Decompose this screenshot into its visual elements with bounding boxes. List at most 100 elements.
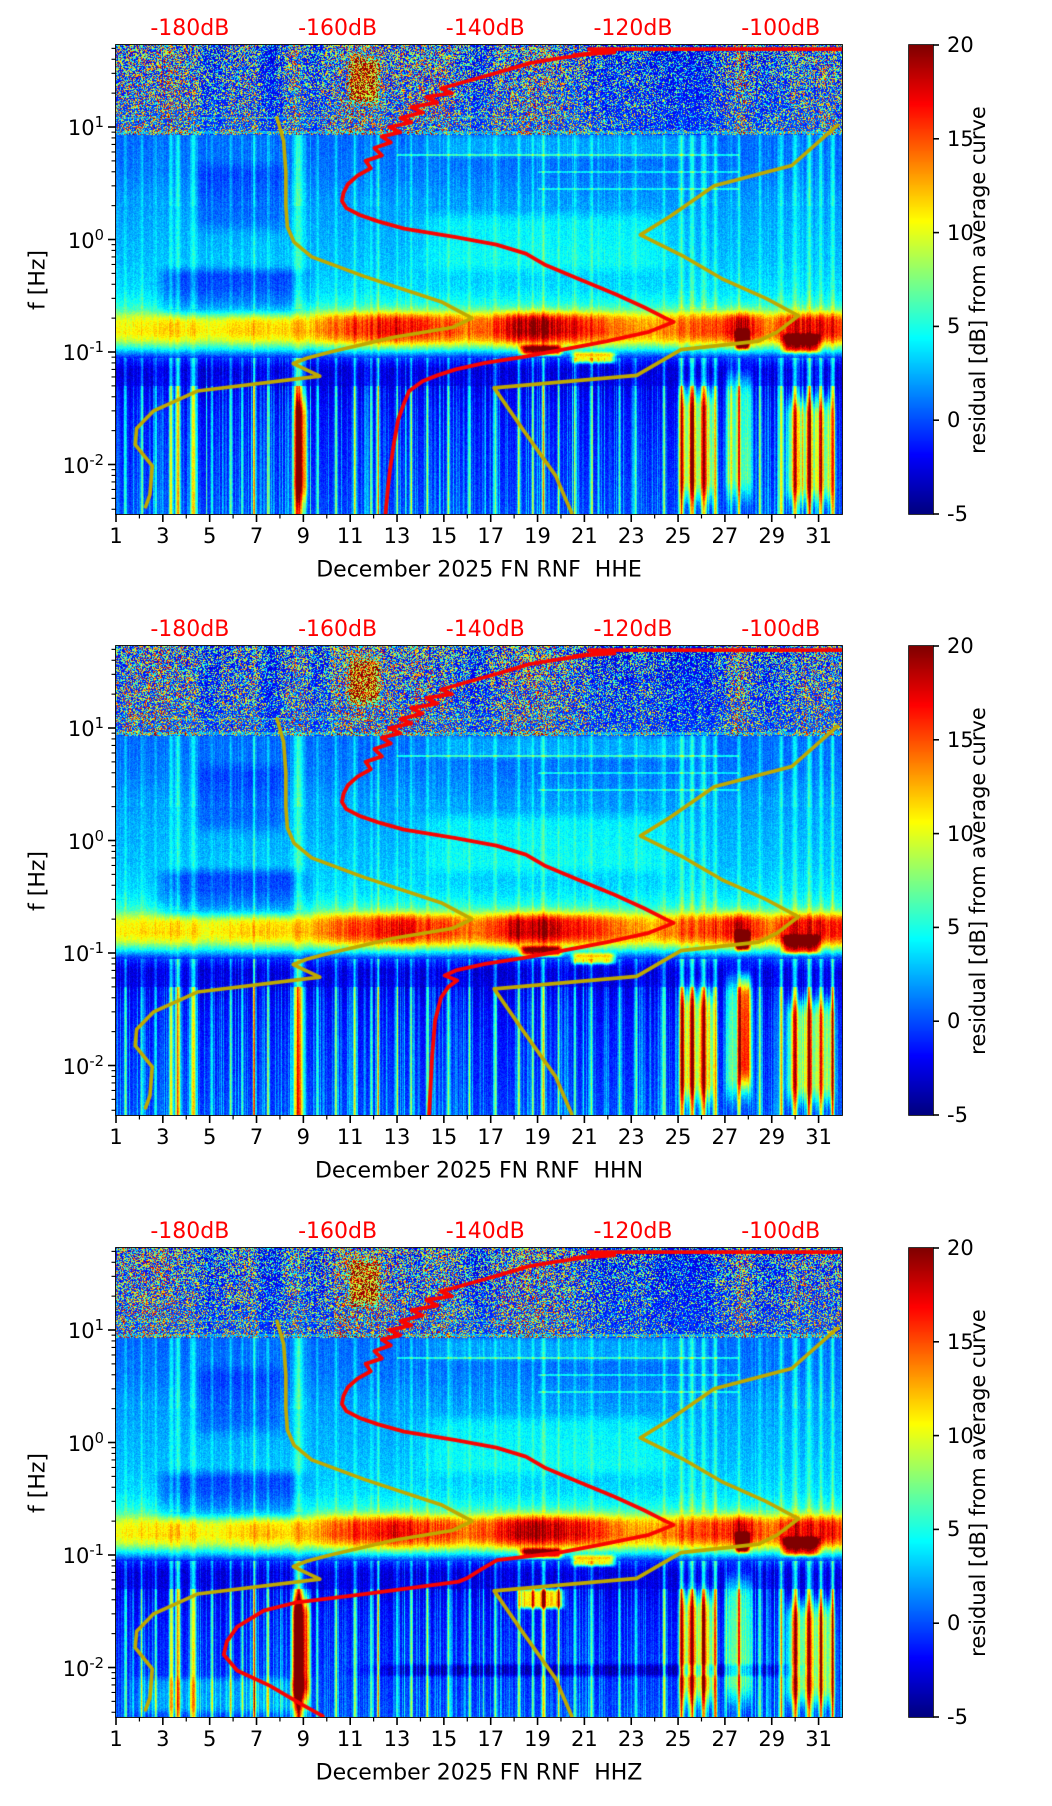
top-axis-db-label: -140dB	[445, 1219, 525, 1244]
y-tick-label: 10-1	[62, 1542, 104, 1568]
y-tick-label: 101	[67, 715, 104, 741]
x-tick-label: 19	[524, 524, 551, 548]
y-axis-label: f [Hz]	[25, 249, 51, 310]
x-tick-label: 21	[571, 524, 598, 548]
x-tick-label: 21	[571, 1727, 598, 1751]
colorbar-tick-label: -5	[947, 502, 968, 526]
top-axis-db-label: -100dB	[741, 617, 821, 642]
top-axis-db-label: -180dB	[150, 1219, 230, 1244]
colorbar-canvas-hhz	[909, 1248, 933, 1717]
x-tick-label: 17	[477, 1125, 505, 1149]
colorbar-tick-label: 10	[947, 821, 974, 846]
x-tick-label: 13	[383, 1727, 411, 1751]
x-tick-label: 15	[430, 1125, 458, 1149]
top-axis-db-label: -100dB	[741, 16, 821, 41]
y-tick-label: 100	[67, 827, 104, 854]
y-tick-label: 10-2	[62, 1052, 104, 1079]
colorbar-tick-label: 20	[947, 33, 974, 57]
colorbar-tick-label: 5	[947, 314, 961, 339]
y-axis-label: f [Hz]	[25, 1452, 51, 1513]
x-axis-label-hhn: December 2025 FN RNF HHN	[314, 1158, 644, 1184]
colorbar-tick-label: 20	[947, 634, 974, 658]
x-axis-label-hhz: December 2025 FN RNF HHZ	[315, 1760, 643, 1786]
colorbar-canvas-hhn	[909, 646, 933, 1115]
x-tick-label: 3	[156, 1125, 170, 1149]
top-axis-db-label: -120dB	[593, 16, 673, 41]
x-tick-label: 25	[664, 1125, 692, 1149]
x-tick-label: 15	[430, 524, 458, 548]
spectrogram-canvas-hhz	[116, 1248, 842, 1717]
spectrogram-canvas-hhe	[116, 45, 842, 514]
colorbar-canvas-hhe	[909, 45, 933, 514]
top-axis-db-label: -100dB	[741, 1219, 821, 1244]
top-axis-db-label: -140dB	[445, 16, 525, 41]
colorbar-tick-label: 15	[947, 727, 974, 752]
x-tick-label: 5	[202, 1125, 217, 1149]
x-tick-label: 23	[617, 1125, 645, 1149]
x-tick-label: 29	[758, 524, 786, 548]
x-tick-label: 5	[202, 524, 217, 548]
top-axis-db-label: -120dB	[593, 617, 673, 642]
x-tick-label: 31	[805, 1125, 832, 1149]
colorbar-tick-label: 5	[947, 1517, 961, 1542]
x-tick-label: 13	[383, 524, 411, 548]
x-tick-label: 23	[617, 1727, 645, 1751]
y-tick-label: 100	[67, 226, 104, 253]
x-tick-label: 25	[664, 1727, 692, 1751]
x-tick-label: 1	[109, 1125, 123, 1149]
x-tick-label: 27	[711, 1727, 739, 1751]
x-tick-label: 9	[296, 1125, 311, 1149]
colorbar-tick-label: 10	[947, 1423, 974, 1448]
x-tick-label: 27	[711, 524, 739, 548]
x-tick-label: 11	[336, 524, 364, 548]
x-tick-label: 17	[477, 1727, 505, 1751]
x-tick-label: 11	[336, 1125, 364, 1149]
colorbar-tick-label: 0	[947, 408, 961, 433]
x-tick-label: 7	[249, 1727, 264, 1751]
colorbar-tick-label: 10	[947, 220, 974, 245]
x-tick-label: 21	[571, 1125, 598, 1149]
x-tick-label: 29	[758, 1125, 786, 1149]
top-axis-db-label: -180dB	[150, 617, 230, 642]
colorbar-tick-label: 20	[947, 1236, 974, 1260]
y-tick-label: 10-2	[62, 1654, 104, 1681]
x-tick-label: 9	[296, 1727, 311, 1751]
y-tick-label: 10-1	[62, 940, 104, 966]
top-axis-db-label: -160dB	[298, 617, 378, 642]
x-tick-label: 31	[805, 1727, 832, 1751]
colorbar-label-hhe: residual [dB] from average curve	[966, 105, 990, 454]
x-tick-label: 3	[156, 1727, 170, 1751]
x-tick-label: 25	[664, 524, 692, 548]
colorbar-tick-label: 0	[947, 1009, 961, 1034]
x-tick-label: 5	[202, 1727, 217, 1751]
x-tick-label: 19	[524, 1125, 551, 1149]
x-tick-label: 27	[711, 1125, 739, 1149]
x-tick-label: 13	[383, 1125, 411, 1149]
colorbar-tick-label: 0	[947, 1611, 961, 1636]
x-tick-label: 11	[336, 1727, 364, 1751]
y-tick-label: 101	[67, 114, 104, 140]
y-tick-label: 101	[67, 1317, 104, 1343]
x-tick-label: 15	[430, 1727, 458, 1751]
x-tick-label: 17	[477, 524, 505, 548]
x-tick-label: 7	[249, 1125, 264, 1149]
y-axis-label: f [Hz]	[25, 850, 51, 911]
top-axis-db-label: -120dB	[593, 1219, 673, 1244]
colorbar-tick-label: -5	[947, 1103, 968, 1127]
x-tick-label: 7	[249, 524, 264, 548]
y-tick-label: 100	[67, 1429, 104, 1456]
x-tick-label: 3	[156, 524, 170, 548]
colorbar-label-hhn: residual [dB] from average curve	[966, 706, 990, 1055]
colorbar-tick-label: 15	[947, 126, 974, 151]
colorbar-tick-label: -5	[947, 1705, 968, 1729]
colorbar-tick-label: 5	[947, 915, 961, 940]
y-tick-label: 10-1	[62, 339, 104, 365]
colorbar-tick-label: 15	[947, 1329, 974, 1354]
x-tick-label: 23	[617, 524, 645, 548]
top-axis-db-label: -140dB	[445, 617, 525, 642]
top-axis-db-label: -160dB	[298, 16, 378, 41]
x-tick-label: 9	[296, 524, 311, 548]
x-tick-label: 29	[758, 1727, 786, 1751]
x-tick-label: 1	[109, 1727, 123, 1751]
